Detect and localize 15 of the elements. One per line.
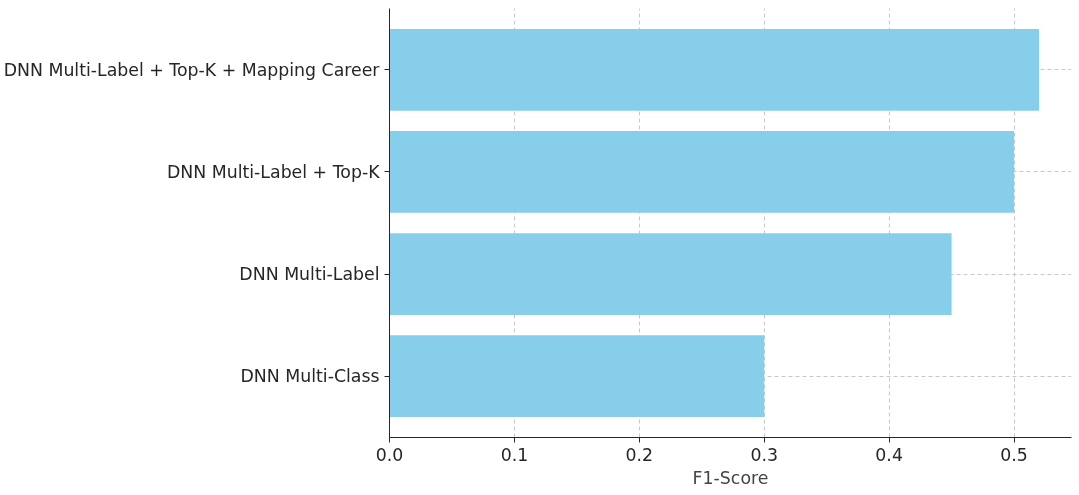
x-tick-label: 0.3 [750,444,779,465]
y-tick-label: DNN Multi-Class [240,366,380,387]
x-tick-label: 0.1 [500,444,529,465]
x-tick-label: 0.0 [375,444,404,465]
x-tick-label: 0.5 [1000,444,1028,465]
bar [389,131,1015,213]
bar [389,335,765,418]
bar [389,28,1040,111]
x-axis-title: F1-Score [692,467,769,488]
bar [389,233,952,315]
x-tick-label: 0.4 [875,444,903,465]
y-tick-label: DNN Multi-Label + Top-K [166,161,381,182]
y-tick-label: DNN Multi-Label + Top-K + Mapping Career [3,59,381,80]
x-tick-label: 0.2 [625,444,654,465]
y-tick-label: DNN Multi-Label [239,264,380,285]
